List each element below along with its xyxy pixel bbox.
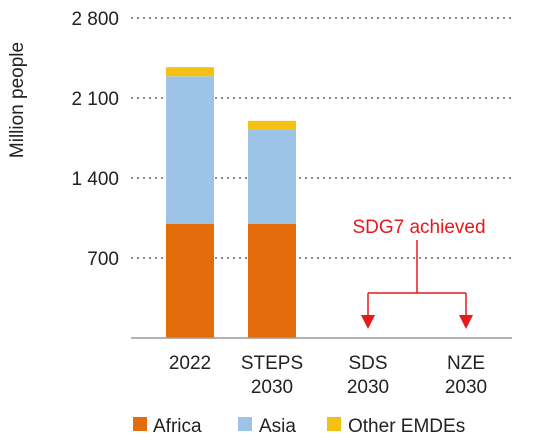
annotation-text: SDG7 achieved [352, 217, 485, 238]
category-label: 2022 [169, 353, 211, 374]
category-label: SDS [348, 353, 387, 374]
bars [166, 67, 296, 338]
arrow-down-icon [361, 315, 375, 329]
legend-label: Other EMDEs [348, 416, 465, 437]
bar-asia [248, 129, 296, 224]
y-tick-label: 700 [87, 249, 119, 270]
bar-africa [248, 223, 296, 338]
category-label: 2030 [445, 377, 487, 398]
legend-swatch [327, 417, 341, 431]
legend-label: Asia [259, 416, 296, 437]
category-label: STEPS [241, 353, 303, 374]
category-labels: 2022 STEPS 2030 SDS 2030 NZE 2030 [169, 353, 487, 398]
legend: Africa Asia Other EMDEs [133, 416, 465, 437]
arrow-down-icon [459, 315, 473, 329]
y-axis-label: Million people [7, 42, 28, 158]
bar-other-emdes [248, 120, 296, 130]
bar-other-emdes [166, 67, 214, 77]
y-axis-ticks: 700 1 400 2 100 2 800 [71, 9, 119, 270]
y-tick-label: 1 400 [71, 169, 119, 190]
bar-asia [166, 76, 214, 224]
category-label: NZE [447, 353, 485, 374]
legend-swatch [133, 417, 147, 431]
sdg7-annotation: SDG7 achieved [352, 217, 486, 329]
category-label: 2030 [251, 377, 293, 398]
y-tick-label: 2 800 [71, 9, 119, 30]
category-label: 2030 [347, 377, 389, 398]
legend-label: Africa [153, 416, 202, 437]
y-tick-label: 2 100 [71, 89, 119, 110]
legend-swatch [238, 417, 252, 431]
bar-africa [166, 223, 214, 338]
